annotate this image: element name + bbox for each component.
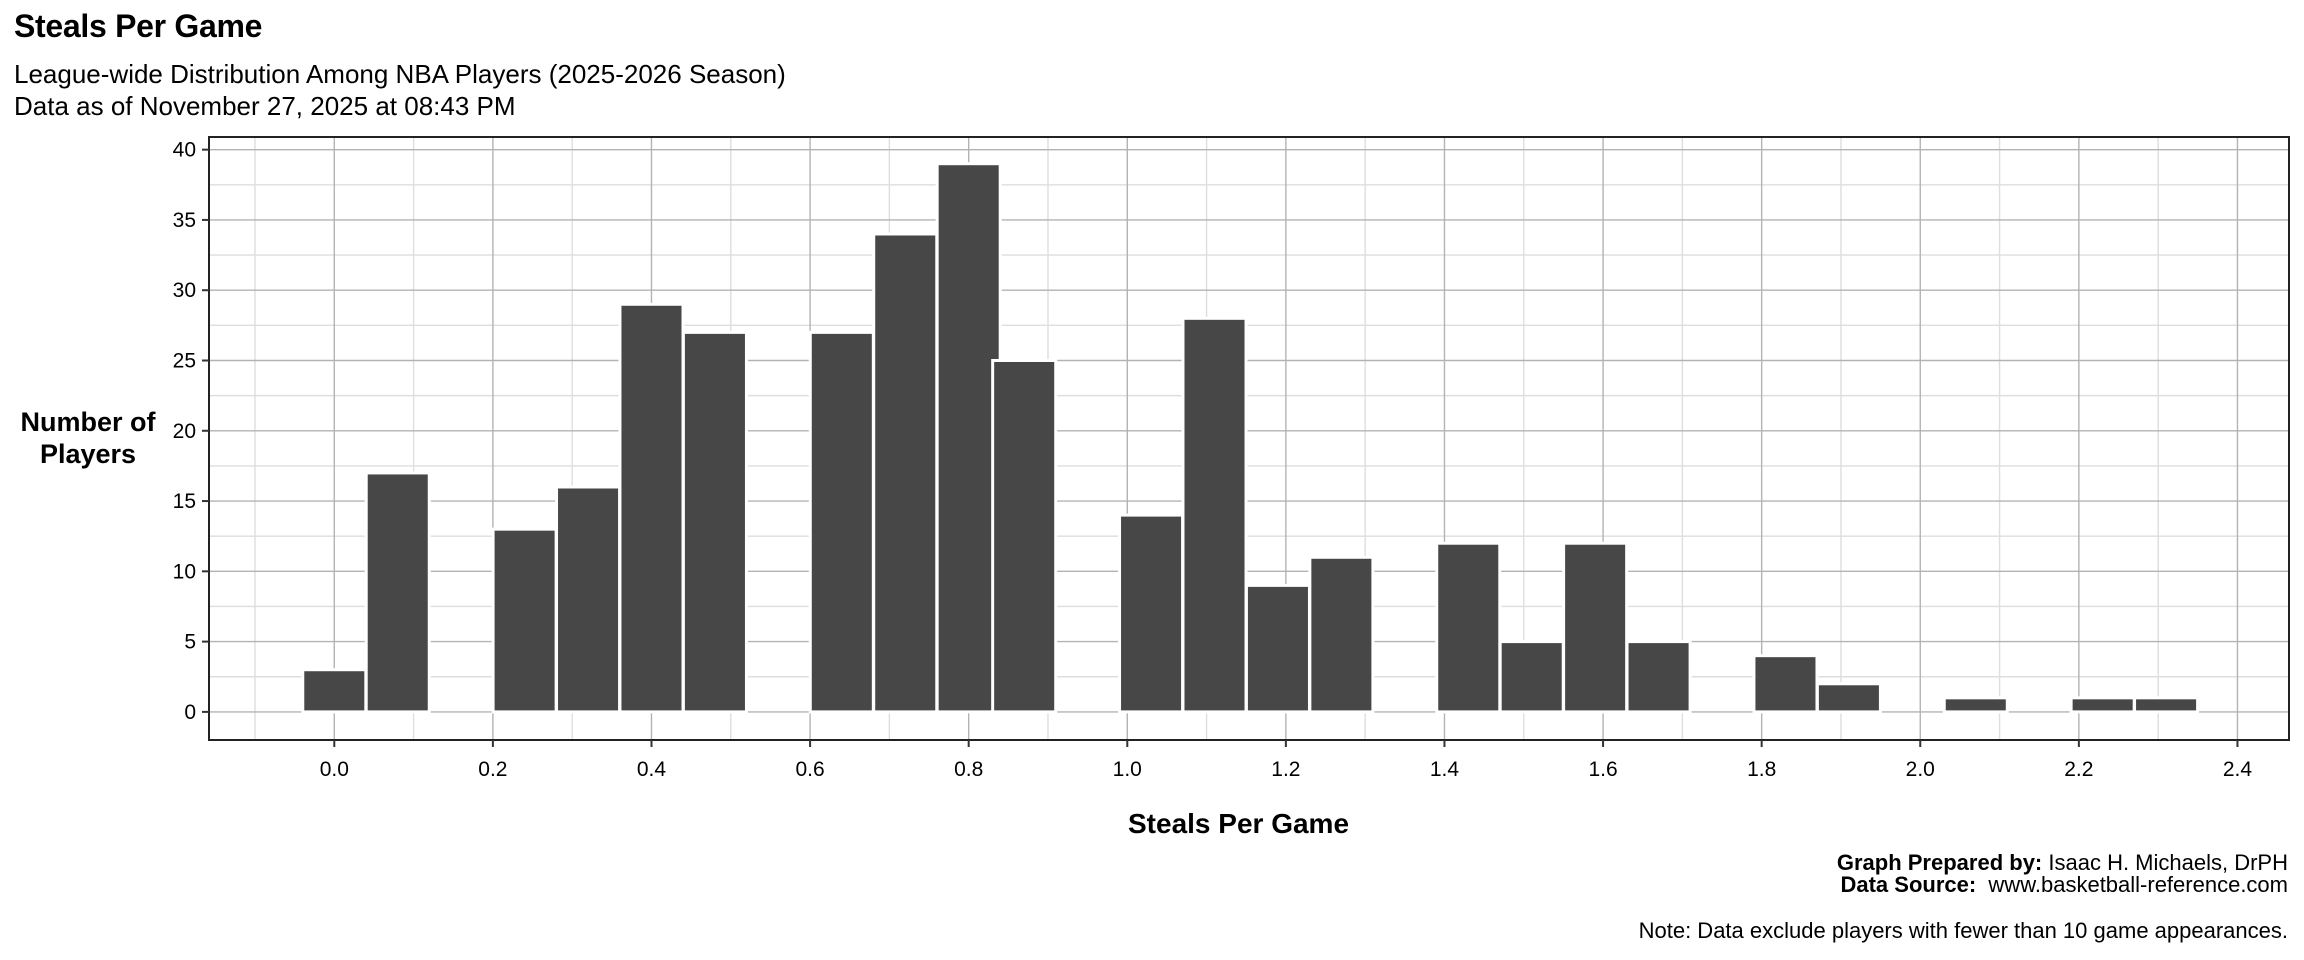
histogram-bar: 0.72: 34 [872, 232, 939, 714]
panel-border [208, 136, 2290, 741]
y-tick-label: 35 [173, 209, 196, 232]
y-tick-label: 20 [173, 420, 196, 443]
histogram-bar: 1.43: 12 [1435, 541, 1502, 714]
x-tick-label: 1.0 [1113, 758, 1142, 781]
data-source-value: www.basketball-reference.com [1988, 872, 2288, 897]
x-axis-title: Steals Per Game [1128, 808, 1350, 839]
y-tick-label: 5 [184, 631, 196, 654]
y-tick-label: 40 [173, 139, 196, 162]
x-tick-label: 0.0 [320, 758, 349, 781]
x-tick-label: 0.2 [478, 758, 507, 781]
x-tick-label: 1.2 [1271, 758, 1300, 781]
y-tick-label: 15 [173, 490, 196, 513]
y-tick-label: 25 [173, 349, 196, 372]
axis-ticks [202, 148, 2239, 747]
y-tick-label: 0 [184, 701, 196, 724]
x-tick-label: 1.8 [1747, 758, 1776, 781]
histogram-bar: 0.24: 13 [491, 527, 558, 714]
caption-prepared-by: Graph Prepared by: Isaac H. Michaels, Dr… [1837, 852, 2288, 874]
histogram-bars: 0: 30.08: 17 0.24: 130.32: 160.4: 290.48:… [301, 162, 2200, 714]
histogram-bar: 1.19: 9 [1244, 583, 1311, 714]
histogram-bar: 1.91: 2 [1815, 682, 1882, 714]
x-tick-label: 2.2 [2064, 758, 2093, 781]
histogram-bar: 0.87: 25 [991, 358, 1058, 714]
histogram-bar: 1.83: 4 [1752, 654, 1819, 714]
histogram-bar: 0.48: 27 [681, 330, 748, 714]
subtitle-line-2: Data as of November 27, 2025 at 08:43 PM [14, 91, 516, 121]
axis-tick-labels: 0.0 0.2 0.4 0.6 0.8 1.0 1.2 1.4 1.6 1.8 2.0 2.2 2.4 0… [173, 139, 2253, 781]
chart-note: Note: Data exclude players with fewer th… [1638, 918, 2288, 943]
histogram-bar: 0: 3 [301, 668, 368, 714]
chart-caption: Graph Prepared by: Isaac H. Michaels, Dr… [1837, 852, 2288, 896]
caption-data-source: Data Source: www.basketball-reference.co… [1837, 874, 2288, 896]
histogram-bar: 2.23: 1 [2069, 696, 2136, 714]
x-tick-label: 1.4 [1430, 758, 1460, 781]
histogram-bar: 1.59: 12 [1562, 541, 1629, 714]
chart-title: Steals Per Game [14, 8, 263, 44]
y-axis-title-line-2: Players [39, 439, 137, 469]
x-tick-label: 2.4 [2223, 758, 2253, 781]
x-tick-label: 0.6 [795, 758, 824, 781]
histogram-bar: 0.64: 27 [808, 330, 875, 714]
x-tick-label: 2.0 [1906, 758, 1935, 781]
y-axis-title: Number of Players [6, 406, 170, 470]
histogram-bar: 0.4: 29 [618, 302, 685, 714]
y-tick-label: 10 [173, 560, 196, 583]
x-tick-label: 0.4 [637, 758, 667, 781]
histogram-bar: 2.31: 1 [2133, 696, 2200, 714]
subtitle-line-1: League-wide Distribution Among NBA Playe… [14, 59, 786, 89]
data-source-label: Data Source: [1840, 872, 1977, 897]
x-tick-label: 0.8 [954, 758, 983, 781]
histogram-bar: 1.51: 5 [1498, 640, 1565, 714]
prepared-by-value: Isaac H. Michaels, DrPH [2048, 850, 2288, 875]
y-tick-label: 30 [173, 279, 196, 302]
histogram-bar: 1.11: 28 [1181, 316, 1248, 714]
y-axis-title-line-1: Number of [20, 407, 156, 437]
histogram-bar: 2.07: 1 [1942, 696, 2009, 714]
histogram-bar: 0.8: 39 [935, 162, 1002, 714]
histogram-bar: 0.08: 17 [364, 471, 431, 714]
histogram-bar: 1.03: 14 [1118, 513, 1185, 714]
x-tick-label: 1.6 [1588, 758, 1617, 781]
prepared-by-label: Graph Prepared by: [1836, 850, 2043, 875]
histogram-bar: 1.67: 5 [1625, 640, 1692, 714]
histogram-bar: 0.32: 16 [555, 485, 622, 714]
chart-subtitle: League-wide Distribution Among NBA Playe… [14, 58, 786, 122]
histogram-bar: 1.27: 11 [1308, 555, 1375, 714]
